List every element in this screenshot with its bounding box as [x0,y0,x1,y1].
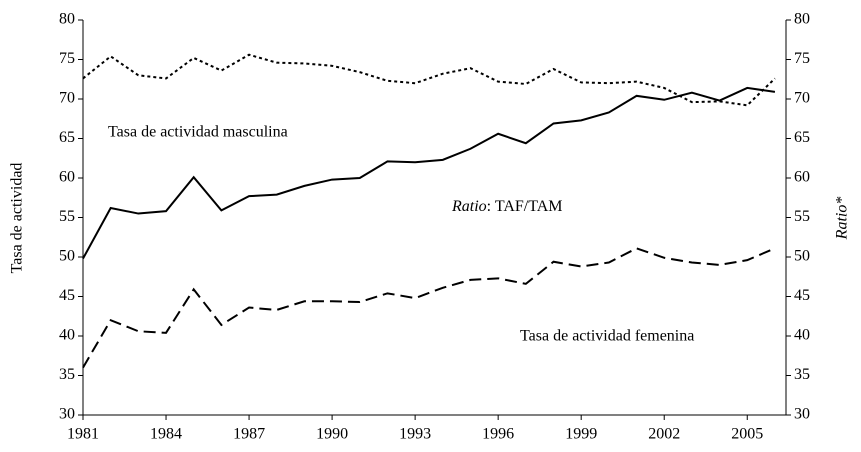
annotation-part: : TAF/TAM [487,198,563,215]
x-tick-label: 1987 [233,426,265,443]
y2-tick-label: 50 [794,248,810,265]
x-tick-label: 1993 [399,426,431,443]
y2-tick-label: 65 [794,129,810,146]
y-tick-label: 75 [59,50,75,67]
y2-tick-label: 40 [794,327,810,344]
annotation: Ratio: TAF/TAM [451,198,563,215]
series-line [82,86,776,260]
y-tick-label: 55 [59,208,75,225]
y-tick-label: 30 [59,406,75,423]
y-tick-label: 65 [59,129,75,146]
series-label: Tasa de actividad femenina [520,328,694,345]
y-tick-label: 45 [59,287,75,304]
y-tick-label: 40 [59,327,75,344]
y-tick-label: 70 [59,90,75,107]
y-tick-label: 60 [59,169,75,186]
series-line [82,247,776,369]
y-axis-label: Tasa de actividad [9,163,26,274]
x-tick-label: 2005 [731,426,763,443]
annotation-part: Ratio [451,198,487,215]
x-tick-label: 1990 [316,426,348,443]
y2-tick-label: 30 [794,406,810,423]
y2-tick-label: 70 [794,90,810,107]
y-tick-label: 35 [59,366,75,383]
y2-axis-label: Ratio* [834,197,851,241]
y2-tick-label: 55 [794,208,810,225]
x-tick-label: 1996 [482,426,514,443]
x-tick-label: 1999 [565,426,597,443]
x-tick-label: 1981 [67,426,99,443]
series-label: Tasa de actividad masculina [108,124,288,141]
y-tick-label: 80 [59,11,75,28]
y2-tick-label: 75 [794,50,810,67]
y2-tick-label: 80 [794,11,810,28]
y-tick-label: 50 [59,248,75,265]
y2-tick-label: 60 [794,169,810,186]
y2-tick-label: 45 [794,287,810,304]
x-tick-label: 2002 [648,426,680,443]
series-line [82,53,776,107]
x-tick-label: 1984 [150,426,182,443]
y2-tick-label: 35 [794,366,810,383]
